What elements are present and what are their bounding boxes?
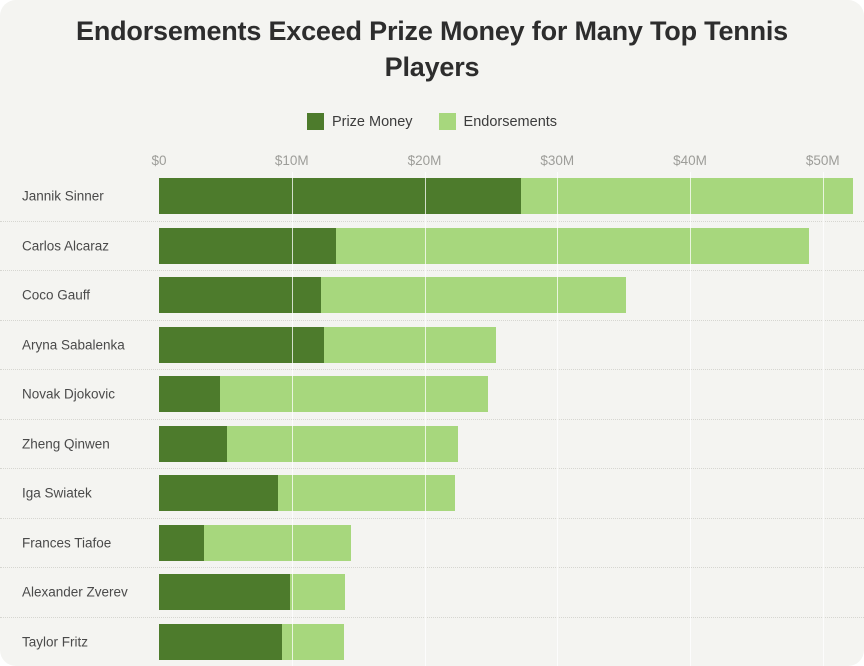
player-label: Zheng Qinwen [22,436,110,452]
endorsements-bar-segment [335,227,810,264]
plot-area: $0 $10M $20M $30M $40M $50M Jannik Sinner Carl… [0,148,864,666]
prize-money-bar-segment [159,475,279,512]
prize-money-bar-segment [159,524,205,561]
endorsements-bar-segment [323,326,497,363]
player-label: Iga Swiatek [22,485,92,501]
endorsements-bar-segment [226,425,458,462]
x-axis-tick-label: $0 [151,153,167,168]
gridline [424,172,426,666]
player-row: Alexander Zverev [0,567,864,617]
gridline [822,172,824,666]
legend-item-endorsements: Endorsements [438,113,558,130]
endorsements-bar-segment [278,475,456,512]
bar-rows: Jannik Sinner Carlos Alcaraz Coco Gauff Ary… [0,172,864,666]
endorsements-bar-segment [521,178,854,215]
player-label: Alexander Zverev [22,584,128,600]
player-row: Coco Gauff [0,270,864,320]
player-label: Coco Gauff [22,287,91,303]
prize-money-bar-segment [159,425,227,462]
prize-money-swatch-icon [306,113,324,130]
legend-label-prize-money: Prize Money [331,113,413,130]
endorsements-bar-segment [220,376,489,413]
prize-money-bar-segment [159,623,283,660]
player-row: Taylor Fritz [0,616,864,666]
prize-money-bar-segment [159,178,522,215]
player-label: Frances Tiafoe [22,535,112,551]
prize-money-bar-segment [159,574,291,611]
endorsements-bar-segment [320,277,627,314]
chart-title: Endorsements Exceed Prize Money for Many… [76,16,788,83]
x-axis-tick-label: $40M [673,153,707,168]
gridline [557,172,559,666]
prize-money-bar-segment [159,227,336,264]
player-label: Taylor Fritz [22,634,89,650]
gridline [690,172,691,666]
gridline [291,172,293,666]
player-row: Zheng Qinwen [0,418,864,469]
player-label: Novak Djokovic [22,386,116,402]
x-axis-tick-label: $30M [540,153,575,168]
player-row: Carlos Alcaraz [0,220,864,271]
endorsements-bar-segment [290,574,345,611]
x-axis-tick-label: $10M [274,153,309,168]
endorsements-swatch-icon [438,113,456,130]
legend-label-endorsements: Endorsements [463,113,558,130]
player-row: Iga Swiatek [0,468,864,518]
prize-money-bar-segment [159,277,321,314]
x-axis-tick-label: $50M [805,153,840,168]
player-row: Frances Tiafoe [0,517,864,568]
player-row: Jannik Sinner [0,172,864,221]
player-label: Jannik Sinner [22,188,104,204]
prize-money-bar-segment [159,326,324,363]
endorsements-bar-segment [204,524,352,561]
player-row: Novak Djokovic [0,369,864,419]
prize-money-bar-segment [159,376,221,413]
x-axis-tick-label: $20M [407,153,442,168]
legend: Prize Money Endorsements [0,113,864,130]
player-label: Carlos Alcaraz [22,238,110,254]
player-row: Aryna Sabalenka [0,319,864,370]
player-label: Aryna Sabalenka [22,337,125,353]
legend-item-prize-money: Prize Money [306,113,413,130]
